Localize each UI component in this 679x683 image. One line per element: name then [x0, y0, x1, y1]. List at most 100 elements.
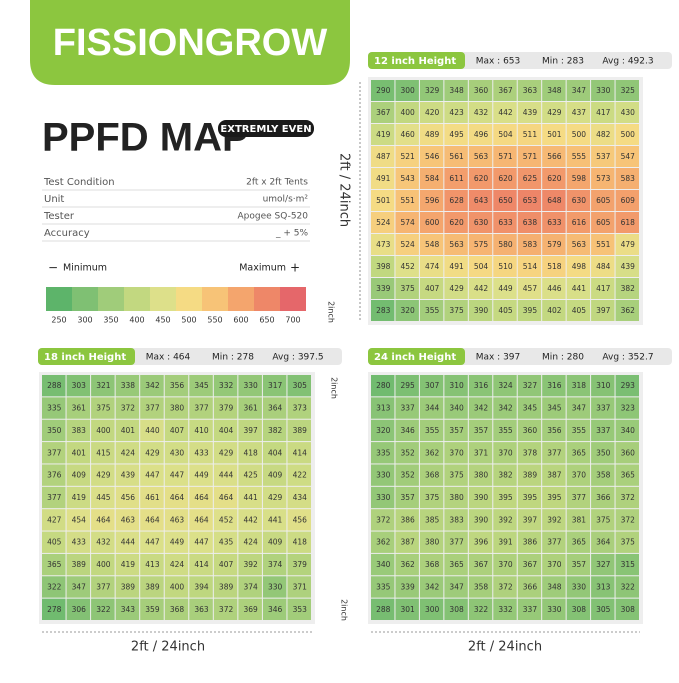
cell-value: 347 — [572, 404, 587, 413]
cell — [419, 278, 444, 299]
cell — [615, 375, 639, 397]
cell — [493, 509, 517, 531]
cell — [591, 124, 615, 145]
cell-value: 367 — [523, 560, 538, 569]
cell — [371, 553, 395, 576]
cell-value: 372 — [498, 582, 513, 591]
cell-value: 318 — [572, 381, 587, 390]
cell-value: 464 — [96, 515, 111, 524]
cell — [468, 190, 493, 211]
legend-swatch — [280, 287, 306, 311]
cell — [566, 234, 591, 255]
cell — [395, 598, 419, 620]
spec-label: Accuracy — [44, 228, 90, 239]
cell — [91, 464, 115, 486]
cell — [566, 256, 591, 277]
cell — [566, 442, 591, 464]
cell-value: 368 — [170, 605, 185, 614]
cell-value: 430 — [170, 448, 185, 457]
spec-value: _ + 5% — [275, 229, 308, 239]
cell — [164, 375, 189, 397]
cell-value: 410 — [194, 426, 209, 435]
cell — [615, 124, 639, 145]
cell-value: 584 — [425, 174, 440, 183]
cell-value: 379 — [219, 404, 234, 413]
cell-value: 452 — [401, 262, 416, 271]
cell — [66, 419, 91, 442]
cell — [566, 80, 591, 101]
cell-value: 537 — [596, 152, 611, 161]
cell — [444, 234, 468, 255]
cell-value: 456 — [293, 515, 308, 524]
cell — [371, 598, 395, 620]
cell-value: 430 — [621, 108, 636, 117]
cell-value: 373 — [293, 404, 308, 413]
cell-value: 372 — [376, 515, 391, 524]
cell-value: 300 — [425, 605, 440, 614]
cell-value: 400 — [96, 560, 111, 569]
cell — [468, 419, 493, 442]
cell — [419, 124, 444, 145]
cell-value: 303 — [72, 381, 87, 390]
cell-value: 363 — [523, 86, 538, 95]
cell — [371, 278, 395, 299]
legend-swatch — [98, 287, 124, 311]
legend-tick: 250 — [51, 316, 66, 325]
cell-value: 447 — [145, 538, 160, 547]
cell-value: 337 — [401, 404, 416, 413]
cell — [493, 124, 517, 145]
cell-value: 344 — [425, 404, 440, 413]
cell-value: 504 — [474, 262, 489, 271]
cell-value: 546 — [425, 152, 440, 161]
cell-value: 547 — [621, 152, 636, 161]
cell — [517, 486, 542, 509]
cell-value: 452 — [219, 515, 234, 524]
cell — [542, 464, 566, 486]
cell-value: 347 — [72, 582, 87, 591]
cell-value: 290 — [376, 86, 391, 95]
cell — [591, 375, 615, 397]
cell-value: 280 — [376, 381, 391, 390]
cell — [444, 442, 468, 464]
cell-value: 380 — [449, 493, 464, 502]
cell-value: 348 — [547, 582, 562, 591]
cell-value: 386 — [401, 515, 416, 524]
cell — [115, 464, 140, 486]
cell-value: 380 — [474, 471, 489, 480]
cell — [615, 300, 639, 321]
cell — [287, 375, 311, 397]
cell-value: 464 — [194, 493, 209, 502]
cell-value: 322 — [96, 605, 111, 614]
cell-value: 574 — [401, 218, 416, 227]
cell-value: 439 — [121, 471, 136, 480]
cell — [493, 300, 517, 321]
cell-value: 389 — [219, 582, 234, 591]
cell-value: 288 — [47, 381, 62, 390]
dim-side: 2ft / 24inch — [337, 153, 352, 227]
cell-value: 464 — [170, 493, 185, 502]
cell — [517, 212, 542, 233]
cell-value: 491 — [449, 262, 464, 271]
cell-value: 404 — [219, 426, 234, 435]
cell-value: 375 — [621, 538, 636, 547]
cell — [419, 442, 444, 464]
cell — [542, 80, 566, 101]
cell-value: 518 — [547, 262, 562, 271]
cell — [517, 509, 542, 531]
cell — [238, 553, 262, 576]
cell-value: 382 — [268, 426, 283, 435]
cell — [371, 442, 395, 464]
cell-value: 524 — [401, 240, 416, 249]
cell — [468, 553, 493, 576]
cell — [395, 234, 419, 255]
cell — [287, 486, 311, 509]
cell-value: 372 — [621, 515, 636, 524]
cell-value: 377 — [47, 448, 62, 457]
cell — [493, 212, 517, 233]
cell — [140, 442, 164, 464]
cell-value: 370 — [547, 560, 562, 569]
cell — [262, 464, 287, 486]
cell — [615, 190, 639, 211]
cell-value: 630 — [474, 218, 489, 227]
cell-value: 580 — [498, 240, 513, 249]
